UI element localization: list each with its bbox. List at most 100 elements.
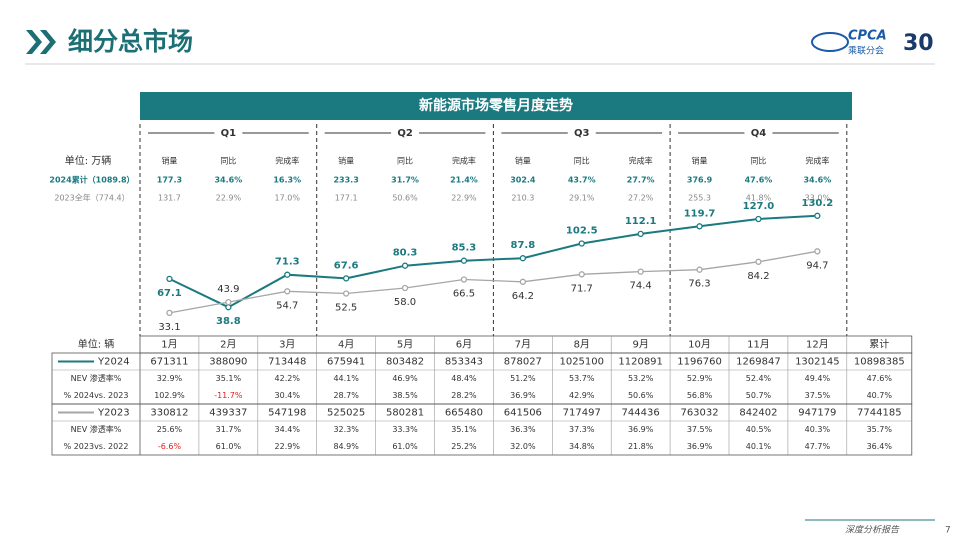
summary-cell: 16.3% — [273, 176, 301, 185]
table-cell: 35.1% — [451, 425, 477, 434]
table-cell: 7744185 — [857, 408, 902, 419]
quarter-label: Q3 — [574, 128, 590, 139]
point — [225, 298, 232, 306]
summary-cell: 376.9 — [687, 176, 713, 185]
table-cell: 34.8% — [569, 442, 595, 451]
table-cell: 1196760 — [677, 357, 722, 368]
data-label: 102.5 — [566, 226, 598, 237]
table-cell: 35.7% — [867, 425, 893, 434]
table-cell: 842402 — [739, 408, 777, 419]
table-cell: 44.1% — [333, 374, 359, 383]
table-cell: 40.5% — [746, 425, 772, 434]
table-cell: 42.9% — [569, 391, 595, 400]
summary-column: 完成率 — [629, 156, 653, 166]
x-category: 9月 — [632, 339, 648, 351]
summary-column: 同比 — [220, 156, 236, 166]
summary-column: 同比 — [397, 156, 413, 166]
table-cell: 713448 — [268, 357, 306, 368]
x-category: 5月 — [397, 339, 413, 351]
summary-cell: 21.4% — [450, 176, 478, 185]
anniversary: 30 — [903, 31, 934, 56]
summary-cell: 47.6% — [745, 176, 773, 185]
data-label: 127.0 — [743, 201, 775, 212]
data-label: 74.4 — [630, 281, 652, 292]
table-cell: 31.7% — [216, 425, 242, 434]
table-cell: 50.7% — [746, 391, 772, 400]
point — [755, 258, 762, 265]
x-category: 2月 — [220, 339, 236, 351]
point — [401, 262, 409, 269]
page-number: 7 — [945, 526, 951, 536]
legend-label: Y2024 — [97, 357, 130, 368]
table-cell: 36.9% — [628, 425, 654, 434]
table-cell: 50.6% — [628, 391, 654, 400]
row-label: NEV 渗透率% — [71, 424, 122, 434]
summary-column: 同比 — [574, 156, 590, 166]
data-label: 43.9 — [217, 284, 239, 295]
x-category: 11月 — [747, 339, 770, 351]
table-cell: 665480 — [445, 408, 483, 419]
table-cell: 28.2% — [451, 391, 477, 400]
table-cell: 717497 — [563, 408, 601, 419]
x-category: 4月 — [338, 339, 354, 351]
point — [814, 248, 821, 255]
table-cell: 56.8% — [687, 391, 713, 400]
point — [342, 275, 350, 282]
summary-cell: 29.1% — [569, 194, 595, 203]
quarter-label: Q2 — [397, 128, 413, 139]
table-cell: 36.9% — [510, 391, 536, 400]
data-label: 71.7 — [571, 283, 593, 294]
point — [519, 255, 526, 262]
point — [814, 212, 821, 219]
legend-label: Y2023 — [97, 408, 130, 419]
summary-cell: 31.7% — [391, 176, 419, 185]
table-cell: 84.9% — [333, 442, 359, 451]
summary-cell: 210.3 — [511, 194, 534, 203]
summary-cell: 22.9% — [451, 194, 477, 203]
data-label: 64.2 — [512, 291, 534, 302]
table-cell: 51.2% — [510, 374, 536, 383]
point — [225, 304, 232, 311]
summary-cell: 233.3 — [333, 176, 358, 185]
point — [401, 284, 409, 292]
table-cell: 763032 — [680, 408, 718, 419]
data-label: 76.3 — [688, 279, 710, 290]
table-cell: 878027 — [504, 357, 542, 368]
summary-cell: 302.4 — [510, 176, 536, 185]
table-cell: 671311 — [150, 357, 188, 368]
summary-cell: 34.6% — [803, 176, 831, 185]
row-label: NEV 渗透率% — [71, 373, 122, 383]
table-cell: 32.0% — [510, 442, 536, 451]
x-category: 1月 — [161, 339, 177, 351]
chart-title: 新能源市场零售月度走势 — [419, 97, 573, 114]
table-cell: 32.9% — [157, 374, 183, 383]
table-cell: -6.6% — [158, 442, 182, 451]
row-label: % 2024vs. 2023 — [64, 391, 129, 400]
chart-title-bar — [140, 92, 852, 120]
summary-row-label: 2023全年（774.4） — [54, 193, 129, 203]
table-cell: 25.2% — [451, 442, 477, 451]
logo-mark — [811, 32, 849, 52]
table-cell: -11.7% — [214, 391, 243, 400]
summary-column: 销量 — [515, 156, 531, 166]
table-cell: 52.9% — [687, 374, 713, 383]
summary-cell: 43.7% — [568, 176, 596, 185]
x-category: 3月 — [279, 339, 295, 351]
x-category: 12月 — [806, 339, 829, 351]
summary-cell: 34.6% — [214, 176, 242, 185]
table-cell: 37.5% — [687, 425, 713, 434]
table-cell: 102.9% — [154, 391, 185, 400]
data-label: 54.7 — [276, 300, 298, 311]
table-cell: 52.4% — [746, 374, 772, 383]
data-label: 66.5 — [453, 289, 475, 300]
table-cell: 34.4% — [275, 425, 301, 434]
table-cell: 37.5% — [805, 391, 831, 400]
table-cell: 38.5% — [392, 391, 418, 400]
point — [578, 271, 585, 278]
table-cell: 641506 — [504, 408, 542, 419]
table-cell: 37.3% — [569, 425, 595, 434]
data-label: 38.8 — [216, 316, 241, 327]
data-label: 112.1 — [625, 216, 657, 227]
point — [696, 266, 703, 273]
table-cell: 48.4% — [451, 374, 477, 383]
